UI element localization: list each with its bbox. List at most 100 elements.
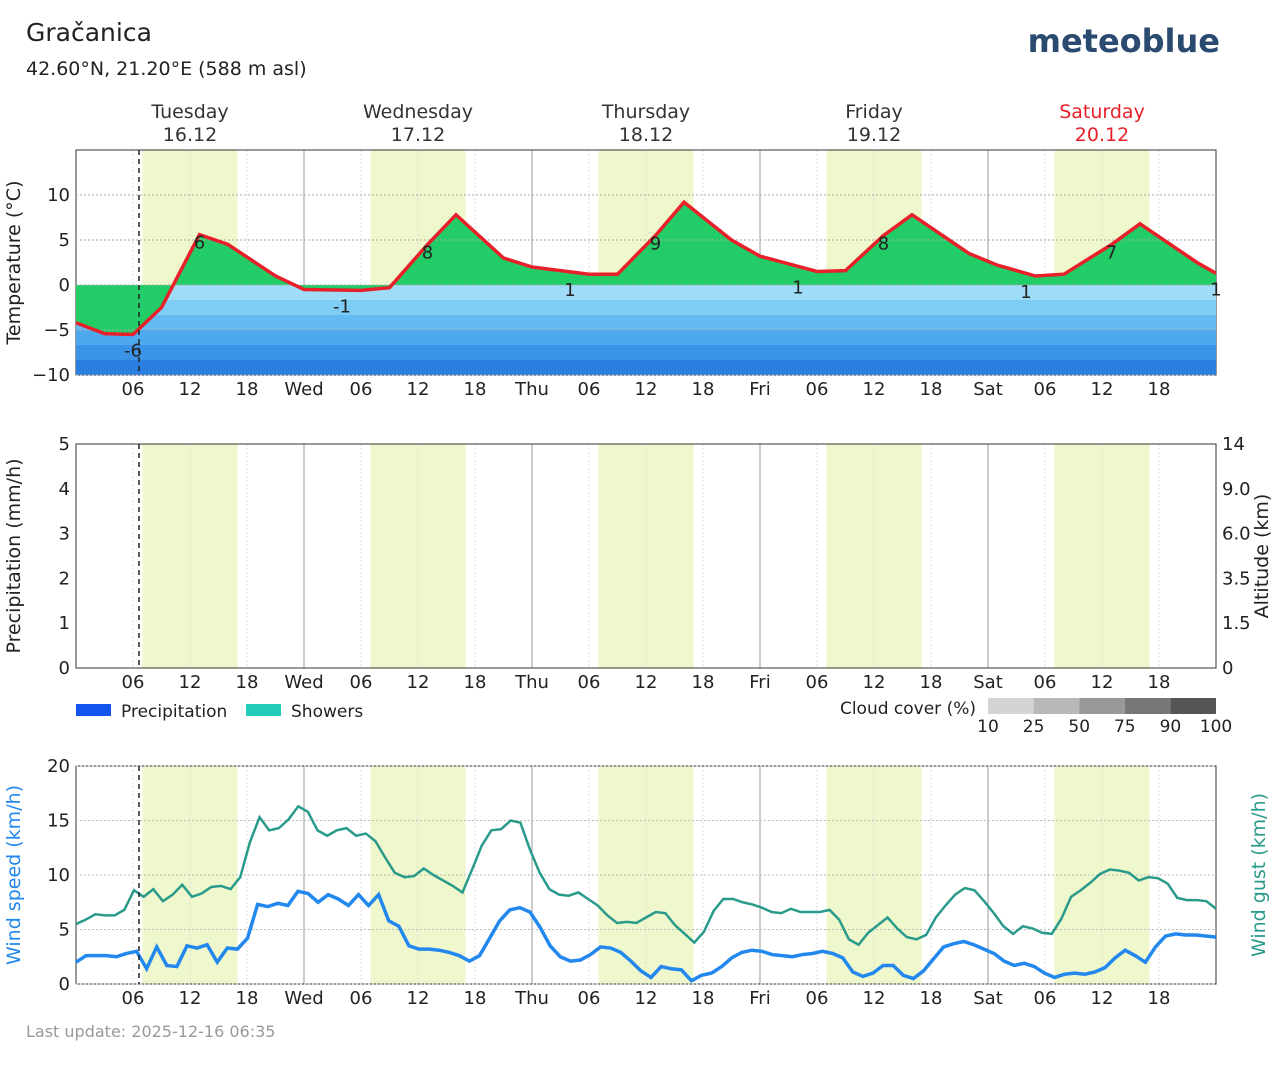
day-date: 19.12 — [847, 124, 901, 146]
legend-label: Showers — [291, 702, 363, 722]
x-tick-label: Fri — [749, 672, 770, 693]
cold-band — [76, 315, 1216, 330]
temperature-label: 6 — [194, 233, 205, 254]
x-tick-label: 18 — [692, 672, 715, 693]
x-tick-label: 18 — [464, 988, 487, 1009]
altitude-tick-label: 3.5 — [1222, 568, 1251, 589]
y-tick-label: 0 — [59, 275, 70, 296]
x-tick-label: 12 — [863, 672, 886, 693]
x-tick-label: Wed — [284, 379, 323, 400]
x-tick-label: 06 — [122, 672, 145, 693]
temperature-label: 8 — [422, 243, 433, 264]
x-tick-label: 18 — [236, 988, 259, 1009]
x-tick-label: Thu — [514, 672, 549, 693]
y-tick-label: 4 — [59, 479, 70, 500]
x-tick-label: 12 — [635, 379, 658, 400]
day-name: Tuesday — [150, 101, 228, 123]
x-tick-label: 12 — [863, 379, 886, 400]
wind-speed-line — [75, 889, 1217, 983]
cold-band — [76, 300, 1216, 315]
x-tick-label: 12 — [179, 379, 202, 400]
x-tick-label: 18 — [464, 672, 487, 693]
x-tick-label: 18 — [920, 379, 943, 400]
x-tick-label: 12 — [407, 672, 430, 693]
cloud-scale-swatch — [1033, 698, 1080, 714]
y-tick-label: 5 — [59, 230, 70, 251]
x-tick-label: 12 — [1091, 672, 1114, 693]
cloud-scale-swatch — [1170, 698, 1216, 714]
day-date: 20.12 — [1075, 124, 1129, 146]
y-tick-label: 3 — [59, 524, 70, 545]
x-tick-label: 18 — [920, 988, 943, 1009]
x-tick-label: Wed — [284, 672, 323, 693]
cloud-scale-tick: 75 — [1114, 717, 1136, 737]
x-tick-label: 12 — [635, 988, 658, 1009]
x-tick-label: 18 — [1148, 672, 1171, 693]
x-tick-label: 18 — [1148, 988, 1171, 1009]
x-tick-label: 06 — [350, 672, 373, 693]
x-tick-label: Fri — [749, 988, 770, 1009]
x-tick-label: 18 — [692, 379, 715, 400]
x-tick-label: 06 — [1034, 379, 1057, 400]
x-tick-label: 06 — [806, 988, 829, 1009]
altitude-tick-label: 14 — [1222, 434, 1245, 455]
altitude-tick-label: 1.5 — [1222, 613, 1251, 634]
y-tick-label: 20 — [47, 756, 70, 777]
day-name: Saturday — [1059, 101, 1145, 123]
y-tick-label: −5 — [43, 320, 70, 341]
cold-band — [76, 345, 1216, 360]
day-date: 17.12 — [391, 124, 445, 146]
precipitation-axis-label: Precipitation (mm/h) — [3, 458, 25, 653]
x-tick-label: 12 — [635, 672, 658, 693]
x-tick-label: 12 — [179, 988, 202, 1009]
x-tick-label: 06 — [1034, 988, 1057, 1009]
x-tick-label: Sat — [973, 988, 1003, 1009]
last-update: Last update: 2025-12-16 06:35 — [26, 1022, 275, 1041]
temperature-label: 1 — [1210, 279, 1221, 300]
x-tick-label: 12 — [407, 988, 430, 1009]
x-tick-label: 12 — [407, 379, 430, 400]
cloud-scale-swatch — [988, 698, 1034, 714]
temperature-label: -1 — [333, 296, 351, 317]
x-tick-label: 06 — [806, 379, 829, 400]
x-tick-label: 06 — [122, 379, 145, 400]
day-name: Wednesday — [363, 101, 473, 123]
cloud-scale-tick: 90 — [1160, 717, 1182, 737]
x-tick-label: Fri — [749, 379, 770, 400]
x-tick-label: 12 — [1091, 379, 1114, 400]
x-tick-label: 18 — [692, 988, 715, 1009]
x-tick-label: 06 — [122, 988, 145, 1009]
day-date: 16.12 — [163, 124, 217, 146]
wind-speed-axis-label: Wind speed (km/h) — [3, 785, 25, 965]
temperature-label: 8 — [878, 234, 889, 255]
altitude-tick-label: 6.0 — [1222, 524, 1251, 545]
x-tick-label: 06 — [1034, 672, 1057, 693]
cold-band — [76, 285, 1216, 300]
cold-band — [76, 360, 1216, 375]
cloud-scale-tick: 25 — [1023, 717, 1045, 737]
day-name: Friday — [845, 101, 903, 123]
cold-band — [76, 330, 1216, 345]
x-tick-label: 06 — [350, 379, 373, 400]
x-tick-label: 06 — [578, 672, 601, 693]
y-tick-label: 10 — [47, 865, 70, 886]
day-name: Thursday — [601, 101, 690, 123]
cloud-scale-tick: 10 — [977, 717, 999, 737]
warm-area — [76, 202, 1216, 335]
coordinates: 42.60°N, 21.20°E (588 m asl) — [26, 58, 307, 80]
x-tick-label: 06 — [806, 672, 829, 693]
brand-logo[interactable]: meteoblue — [1028, 22, 1220, 60]
cloud-scale-swatch — [1124, 698, 1171, 714]
temperature-label: -6 — [124, 341, 142, 362]
x-tick-label: 18 — [1148, 379, 1171, 400]
cloud-scale-tick: 50 — [1068, 717, 1090, 737]
temperature-axis-label: Temperature (°C) — [3, 181, 25, 346]
temperature-label: 9 — [650, 234, 661, 255]
wind-gust-line — [75, 804, 1217, 947]
x-tick-label: 06 — [350, 988, 373, 1009]
x-tick-label: Sat — [973, 672, 1003, 693]
plot-frame — [75, 443, 1217, 669]
altitude-axis-label: Altitude (km) — [1251, 494, 1273, 619]
